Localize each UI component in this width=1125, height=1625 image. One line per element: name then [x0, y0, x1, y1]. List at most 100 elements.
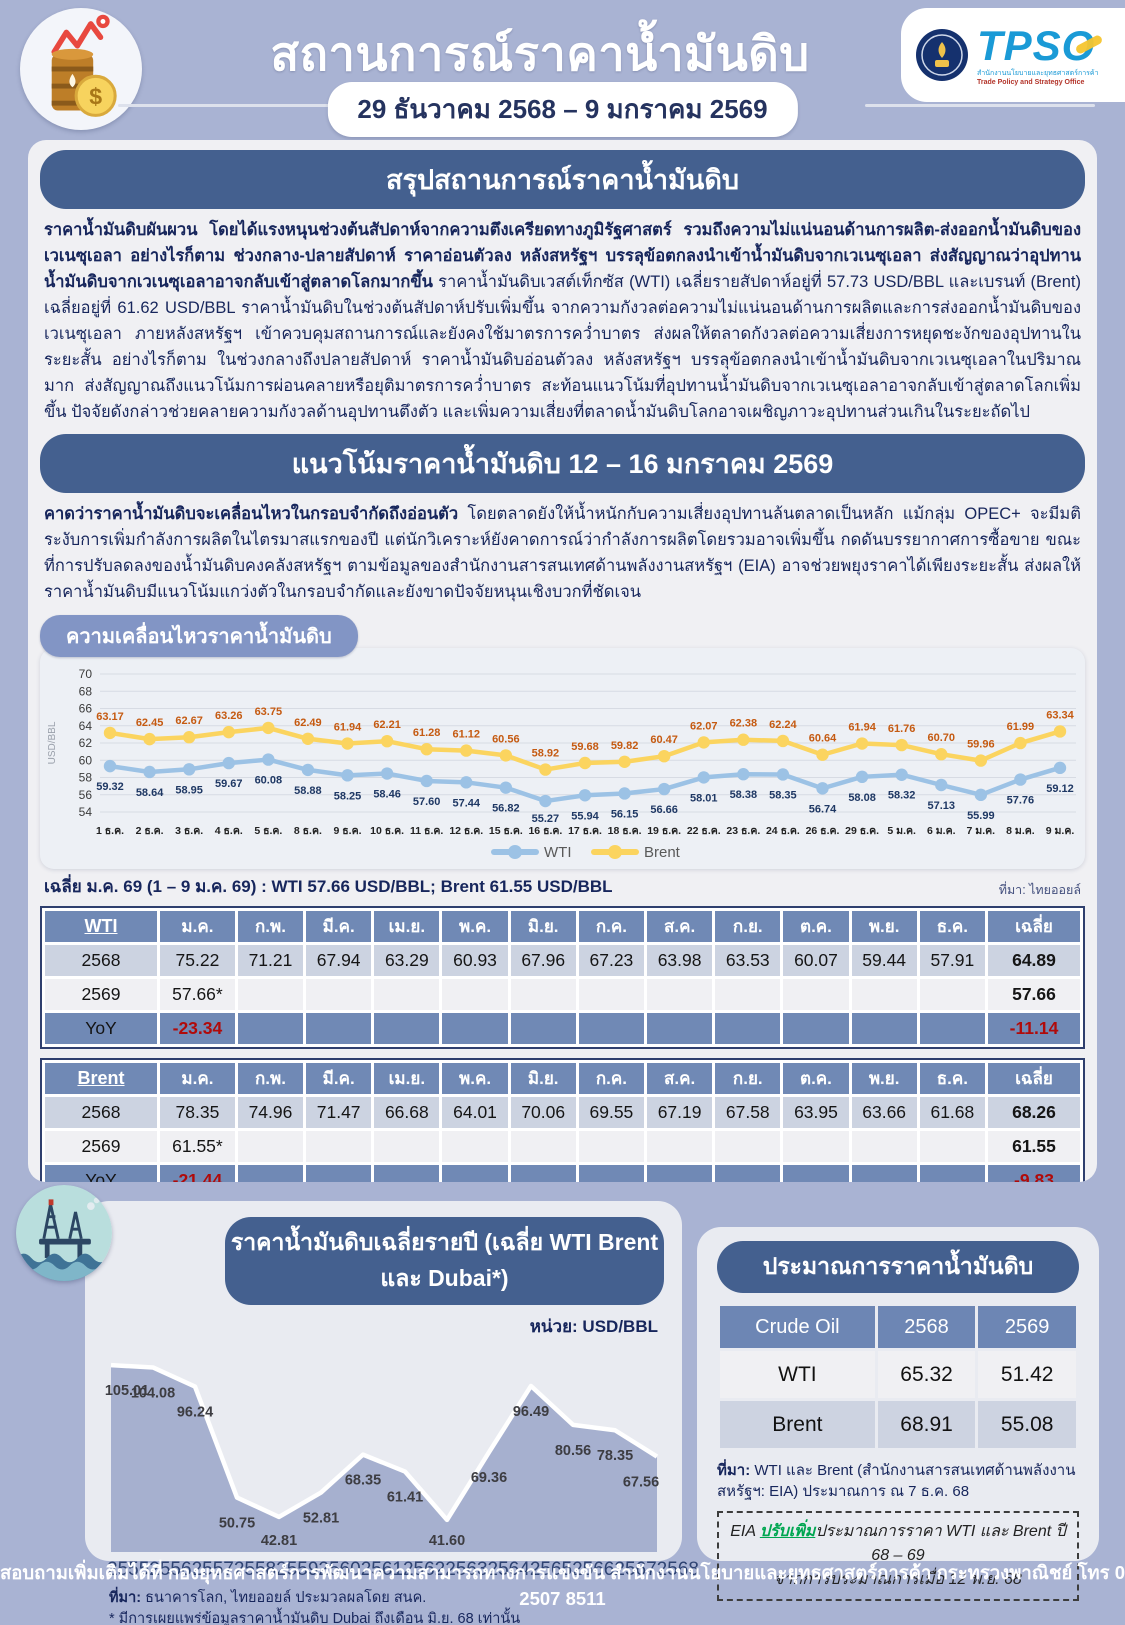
month-header: พ.ค.	[442, 910, 508, 942]
svg-text:62.49: 62.49	[294, 717, 322, 729]
svg-text:42.81: 42.81	[261, 1533, 297, 1549]
month-header: ก.ค.	[578, 910, 644, 942]
eia-note-highlight: ปรับเพิ่ม	[759, 1523, 816, 1540]
average-cell: -9.83	[988, 1164, 1080, 1182]
svg-text:58.32: 58.32	[888, 789, 916, 801]
svg-text:67.56: 67.56	[623, 1475, 659, 1491]
month-header: พ.ย.	[851, 910, 917, 942]
table-cell	[578, 1164, 644, 1182]
svg-text:15 ธ.ค.: 15 ธ.ค.	[489, 825, 523, 837]
eia-note-line2: จากการประมาณการเมื่อ 12 พ.ย. 68	[774, 1571, 1022, 1588]
svg-text:19 ธ.ค.: 19 ธ.ค.	[647, 825, 681, 837]
month-header: พ.ย.	[851, 1062, 917, 1094]
table-cell: 63.29	[374, 944, 440, 976]
table-cell: 71.21	[237, 944, 304, 976]
table-header-row: WTI ม.ค. ก.พ. มี.ค. เม.ย. พ.ค. มิ.ย. ก.ค. ส.ค. ก.…	[45, 910, 1080, 942]
svg-text:63.26: 63.26	[215, 710, 243, 722]
svg-text:104.08: 104.08	[131, 1385, 175, 1401]
svg-text:58: 58	[79, 770, 93, 784]
svg-text:4 ธ.ค.: 4 ธ.ค.	[215, 825, 243, 837]
forecast-card: ประมาณการราคาน้ำมันดิบ Crude Oil 2568 2569…	[697, 1227, 1099, 1601]
table-cell	[306, 1012, 372, 1044]
annual-source-line: ที่มา: ธนาคารโลก, ไทยออยล์ ประมวลผลโดย ส…	[109, 1588, 682, 1609]
table-cell: 57.91	[919, 944, 985, 976]
annual-source-label: ที่มา:	[109, 1590, 142, 1606]
svg-text:2 ธ.ค.: 2 ธ.ค.	[136, 825, 164, 837]
svg-text:Brent: Brent	[644, 844, 681, 861]
svg-text:63.34: 63.34	[1046, 709, 1074, 721]
svg-text:96.24: 96.24	[177, 1405, 213, 1421]
daily-chart-box: 70 68 66 64 62 60 58 56 54 USD/BBL 59.32 58.64 58.95…	[40, 647, 1085, 869]
svg-text:56.15: 56.15	[611, 808, 639, 820]
svg-text:58.08: 58.08	[848, 792, 876, 804]
tpso-emblem-icon	[916, 29, 968, 81]
svg-text:59.82: 59.82	[611, 740, 639, 752]
year-label: 2560	[318, 1559, 361, 1580]
svg-text:59.68: 59.68	[571, 741, 599, 753]
price-table-wrap: Brent ม.ค. ก.พ. มี.ค. เม.ย. พ.ค. มิ.ย. ก.ค. ส.ค.…	[40, 1057, 1085, 1182]
forecast-heading: ประมาณการราคาน้ำมันดิบ	[717, 1241, 1079, 1293]
page-title: สถานการณ์ราคาน้ำมันดิบ	[270, 27, 810, 80]
table-cell: 63.53	[715, 944, 781, 976]
table-cell	[578, 978, 644, 1010]
svg-text:WTI: WTI	[544, 844, 572, 861]
svg-text:63.17: 63.17	[96, 711, 124, 723]
month-header: ธ.ค.	[919, 910, 985, 942]
month-header: เม.ย.	[374, 1062, 440, 1094]
row-label: 2569	[45, 1130, 157, 1162]
forecast-cell: 65.32	[877, 1351, 976, 1398]
svg-text:62.67: 62.67	[175, 715, 203, 727]
svg-text:61.94: 61.94	[334, 721, 362, 733]
svg-text:59.12: 59.12	[1046, 783, 1074, 795]
table-cell	[647, 1164, 713, 1182]
row-label: 2568	[45, 1096, 157, 1128]
table-cell	[715, 978, 781, 1010]
table-cell	[578, 1012, 644, 1044]
table-cell: 59.44	[851, 944, 917, 976]
svg-text:61.41: 61.41	[387, 1490, 423, 1506]
svg-text:58.64: 58.64	[136, 787, 164, 799]
eia-note-prefix: EIA	[730, 1523, 760, 1540]
svg-text:61.94: 61.94	[848, 721, 876, 733]
table-cell	[237, 1164, 304, 1182]
svg-text:62.24: 62.24	[769, 719, 797, 731]
daily-chart-source: ที่มา: ไทยออยล์	[998, 882, 1081, 897]
svg-text:60.70: 60.70	[927, 732, 955, 744]
forecast-source-text: WTI และ Brent (สำนักงานสารสนเทศด้านพลังง…	[717, 1462, 1076, 1500]
table-cell	[715, 1012, 781, 1044]
oil-rig-icon	[16, 1185, 112, 1281]
forecast-row: WTI 65.32 51.42	[720, 1351, 1076, 1398]
year-label: 2555	[107, 1559, 150, 1580]
month-header: ก.ย.	[715, 910, 781, 942]
svg-text:55.99: 55.99	[967, 810, 995, 822]
price-table-brent: Brent ม.ค. ก.พ. มี.ค. เม.ย. พ.ค. มิ.ย. ก.ค. ส.ค.…	[42, 1060, 1083, 1182]
svg-text:68: 68	[79, 684, 93, 698]
table-cell	[237, 1130, 304, 1162]
svg-text:69.36: 69.36	[471, 1470, 507, 1486]
table-cell: 67.19	[647, 1096, 713, 1128]
forecast-table: Crude Oil 2568 2569 WTI 65.32 51.42 Brent 68.91…	[717, 1303, 1079, 1451]
svg-text:58.88: 58.88	[294, 785, 322, 797]
year-label: 2566	[572, 1559, 615, 1580]
annual-footnote-line: * มีการเผยแพร่ข้อมูลราคาน้ำมันดิบ Dubai …	[109, 1611, 521, 1625]
table-row: 2569 61.55* 61.55	[45, 1130, 1080, 1162]
svg-text:60.64: 60.64	[809, 732, 837, 744]
svg-text:58.95: 58.95	[175, 784, 203, 796]
outlook-section-heading: แนวโน้มราคาน้ำมันดิบ 12 – 16 มกราคม 2569	[40, 433, 1085, 493]
footer-contact: สอบถามเพิ่มเติมได้ที่ กองยุทธศาสตร์การพั…	[0, 1562, 1125, 1609]
svg-text:16 ธ.ค.: 16 ธ.ค.	[528, 825, 562, 837]
svg-text:60.08: 60.08	[255, 774, 283, 786]
svg-text:7 ม.ค.: 7 ม.ค.	[967, 825, 996, 837]
month-header: เม.ย.	[374, 910, 440, 942]
month-header: ต.ค.	[783, 1062, 849, 1094]
year-label: 2568	[656, 1559, 699, 1580]
table-cell	[919, 978, 985, 1010]
table-cell	[715, 1164, 781, 1182]
summary-lead: ราคาน้ำมันดิบผันผวน โดยได้แรงหนุนช่วงต้น…	[44, 221, 1081, 292]
table-cell	[374, 1130, 440, 1162]
svg-text:61.99: 61.99	[1007, 721, 1035, 733]
svg-text:12 ธ.ค.: 12 ธ.ค.	[449, 825, 483, 837]
annual-chart-unit: หน่วย: USD/BBL	[529, 1317, 658, 1336]
main-content-card: สรุปสถานการณ์ราคาน้ำมันดิบ ราคาน้ำมันดิบ…	[28, 140, 1097, 1182]
svg-text:60: 60	[79, 753, 93, 767]
